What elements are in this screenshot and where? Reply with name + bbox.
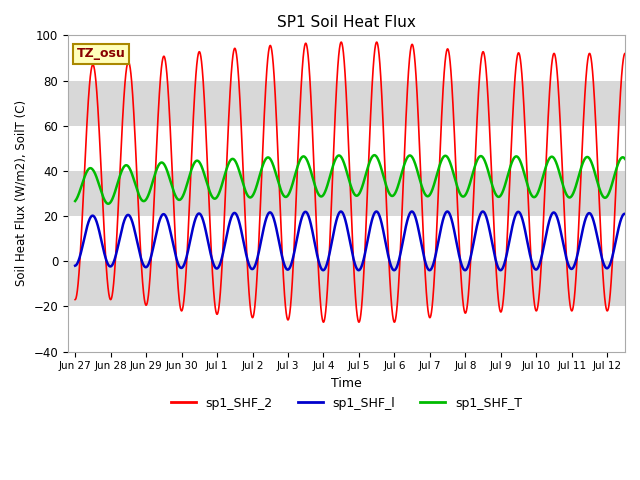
Legend: sp1_SHF_2, sp1_SHF_l, sp1_SHF_T: sp1_SHF_2, sp1_SHF_l, sp1_SHF_T xyxy=(166,392,527,415)
Bar xyxy=(68,216,625,261)
Text: TZ_osu: TZ_osu xyxy=(76,48,125,60)
Bar xyxy=(68,81,625,126)
Bar xyxy=(68,126,625,171)
Bar xyxy=(68,306,625,351)
Bar xyxy=(68,36,625,81)
Bar xyxy=(68,261,625,306)
Title: SP1 Soil Heat Flux: SP1 Soil Heat Flux xyxy=(277,15,416,30)
Bar xyxy=(68,171,625,216)
Y-axis label: Soil Heat Flux (W/m2), SoilT (C): Soil Heat Flux (W/m2), SoilT (C) xyxy=(15,100,28,287)
X-axis label: Time: Time xyxy=(331,377,362,390)
